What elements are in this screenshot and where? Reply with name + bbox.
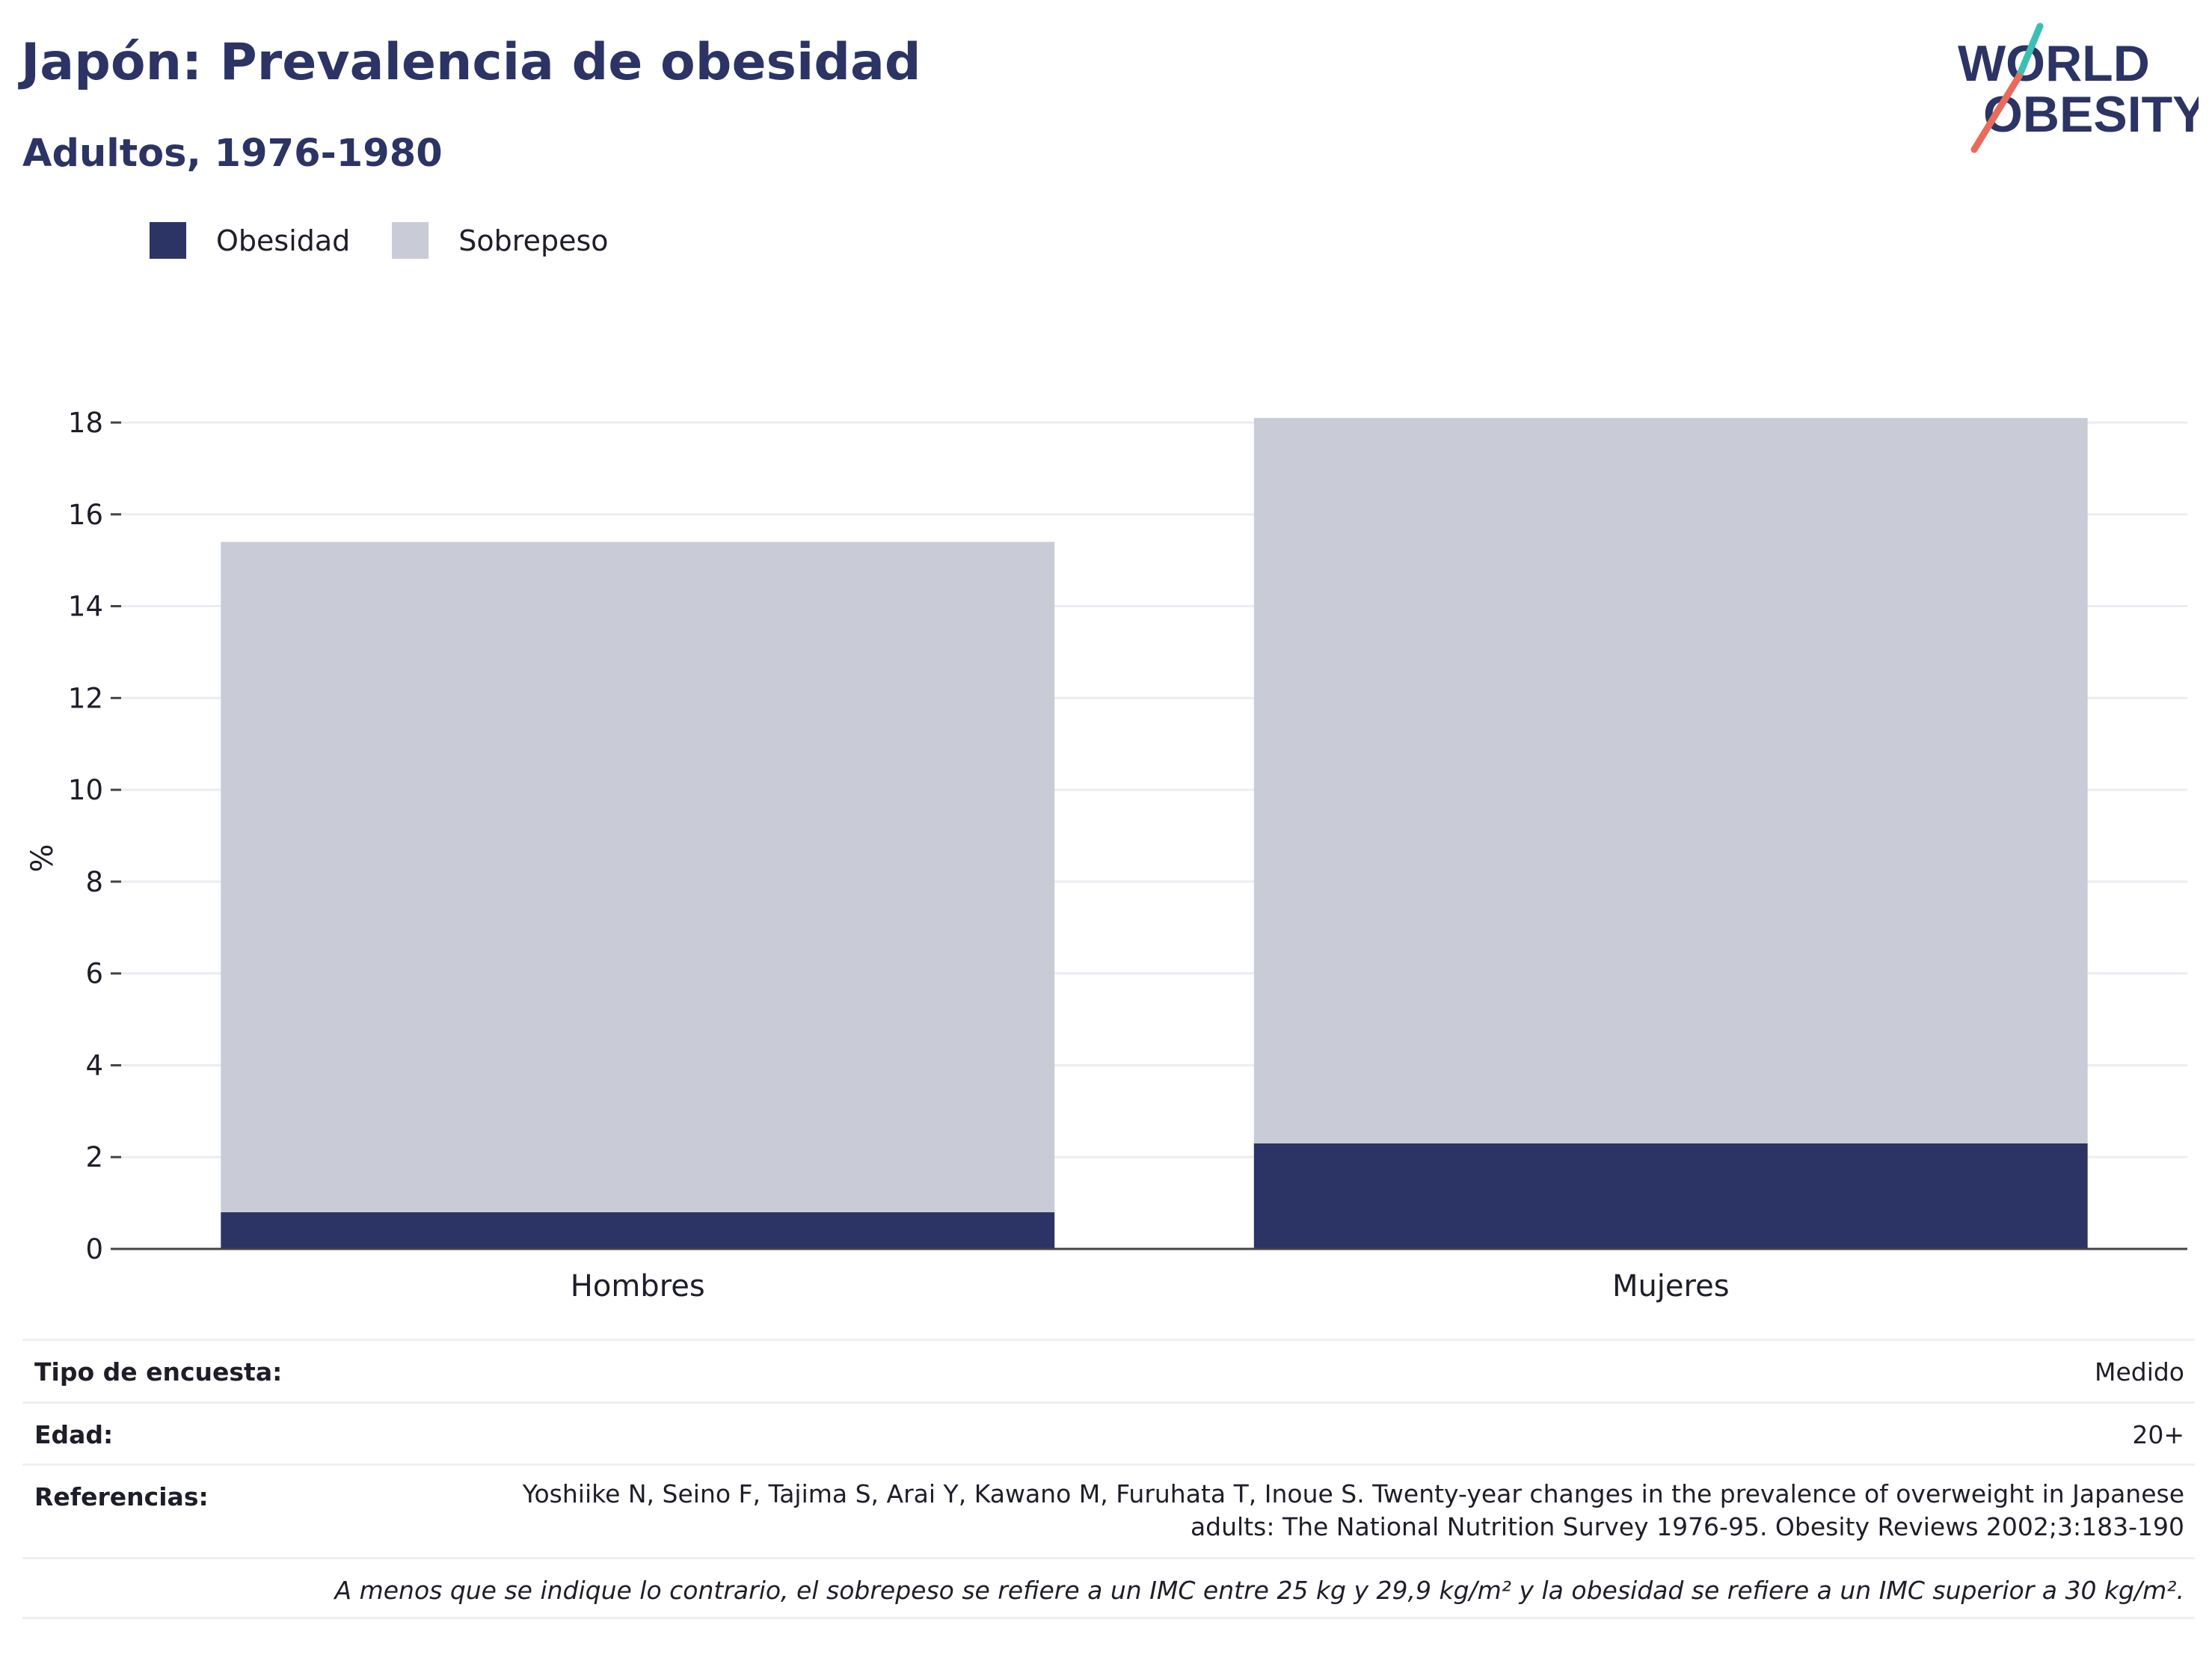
bar-sobrepeso-hombres: [221, 541, 1055, 1212]
info-row-survey-type: Tipo de encuesta: Medido: [22, 1339, 2195, 1401]
references-label: Referencias:: [34, 1482, 209, 1511]
y-tick-label: 4: [85, 1049, 103, 1081]
logo-slash-bottom: [1970, 73, 2023, 153]
age-value: 20+: [2132, 1420, 2184, 1449]
survey-type-label: Tipo de encuesta:: [34, 1357, 283, 1387]
world-obesity-logo: WORLD OBESITY: [1958, 22, 2199, 153]
page-title: Japón: Prevalencia de obesidad: [21, 33, 921, 92]
y-tick-label: 12: [68, 682, 103, 714]
info-row-references: Referencias: Yoshiike N, Seino F, Tajima…: [22, 1464, 2195, 1557]
age-label: Edad:: [34, 1420, 114, 1449]
x-tick-label: Hombres: [571, 1269, 705, 1304]
bar-obesidad-hombres: [221, 1212, 1055, 1249]
y-tick-label: 6: [85, 958, 103, 990]
info-row-note: A menos que se indique lo contrario, el …: [22, 1557, 2195, 1619]
definition-note: A menos que se indique lo contrario, el …: [334, 1576, 2184, 1605]
logo-slash-top: [2015, 22, 2044, 80]
legend-item-obesidad[interactable]: Obesidad: [150, 222, 350, 259]
y-tick-label: 10: [68, 774, 103, 806]
bar-obesidad-mujeres: [1253, 1143, 2088, 1249]
chart-legend: Obesidad Sobrepeso: [150, 222, 651, 259]
legend-label-sobrepeso: Sobrepeso: [458, 224, 609, 257]
legend-label-obesidad: Obesidad: [216, 224, 351, 257]
y-tick-label: 16: [68, 499, 103, 531]
y-tick-label: 14: [68, 591, 103, 623]
x-tick-label: Mujeres: [1612, 1269, 1730, 1304]
y-tick-label: 8: [85, 866, 103, 898]
bar-sobrepeso-mujeres: [1253, 417, 2088, 1143]
y-tick-label: 2: [85, 1141, 103, 1173]
stacked-bar-chart: 0 2 4 6 8 10 12 14 16 18% Hombres Mujeres: [25, 407, 2187, 1304]
y-axis-label: %: [25, 844, 60, 872]
legend-swatch-obesidad: [150, 222, 186, 259]
info-row-age: Edad: 20+: [22, 1401, 2195, 1464]
logo-line-1: WORLD: [1958, 35, 2150, 92]
survey-info-table: Tipo de encuesta: Medido Edad: 20+ Refer…: [22, 1339, 2195, 1619]
survey-type-value: Medido: [2094, 1357, 2184, 1387]
y-tick-label: 18: [68, 407, 103, 439]
page-subtitle: Adultos, 1976-1980: [22, 132, 443, 176]
logo-line-2: OBESITY: [1983, 86, 2199, 143]
legend-swatch-sobrepeso: [392, 222, 429, 259]
legend-item-sobrepeso[interactable]: Sobrepeso: [392, 222, 609, 259]
references-value: Yoshiike N, Seino F, Tajima S, Arai Y, K…: [522, 1479, 2184, 1541]
y-tick-label: 0: [85, 1233, 103, 1265]
